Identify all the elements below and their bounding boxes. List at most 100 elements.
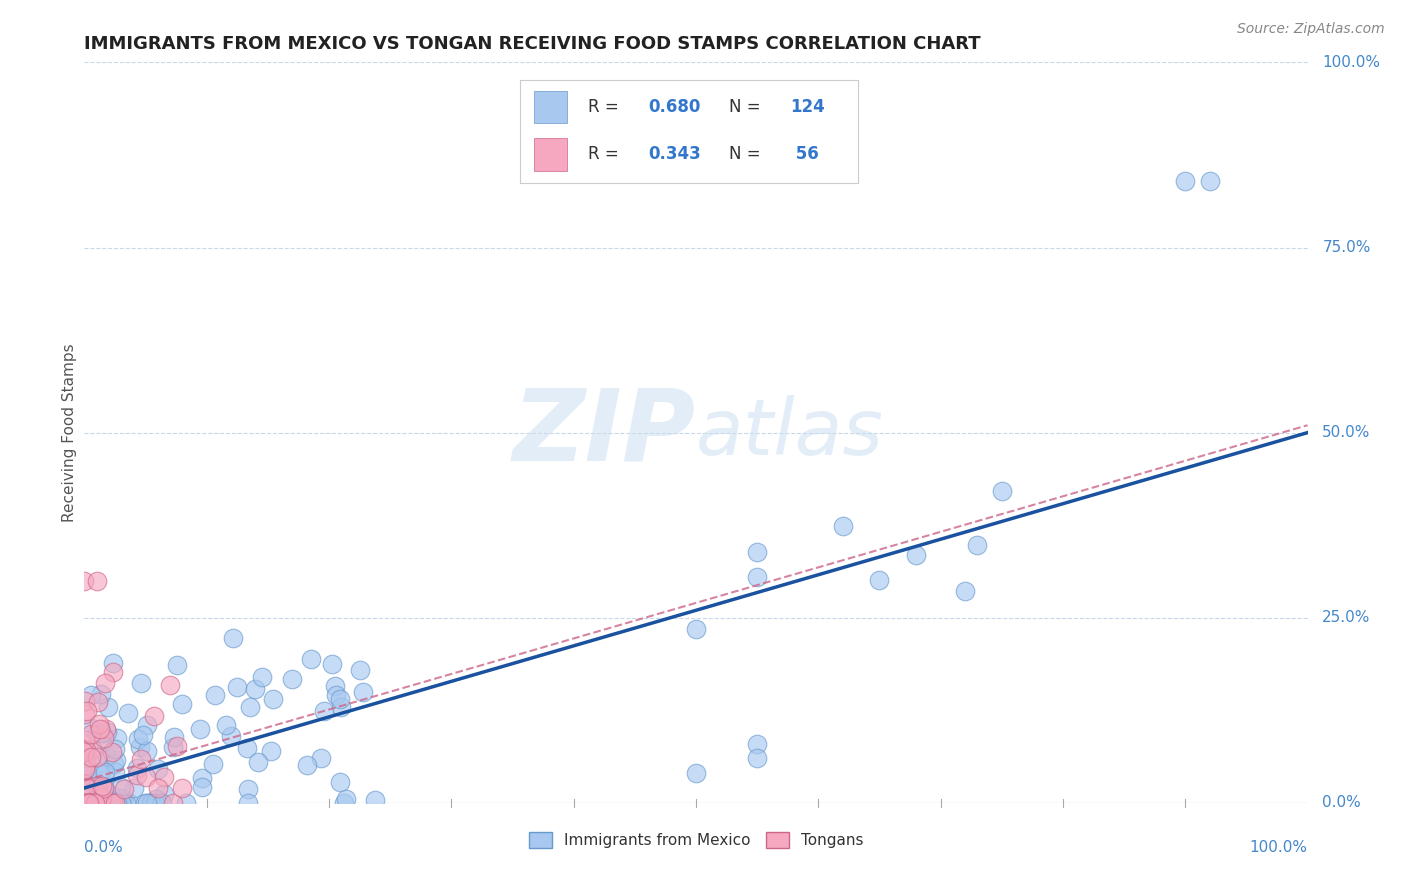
Point	[159, 678, 181, 692]
Point	[100, 796, 122, 810]
Text: 75.0%: 75.0%	[1322, 240, 1371, 255]
Point	[166, 739, 188, 753]
Point	[685, 622, 707, 636]
Point	[84, 781, 107, 796]
Point	[747, 737, 769, 751]
Point	[89, 756, 111, 771]
Point	[73, 796, 96, 810]
Point	[79, 796, 101, 810]
Point	[80, 742, 103, 756]
Point	[135, 770, 157, 784]
Point	[79, 796, 101, 810]
Point	[148, 763, 170, 777]
Point	[91, 789, 114, 804]
Point	[129, 739, 152, 754]
Point	[122, 780, 145, 795]
Text: 25.0%: 25.0%	[1322, 610, 1371, 625]
Point	[104, 796, 127, 810]
Point	[73, 574, 96, 588]
Point	[107, 796, 129, 810]
Point	[191, 771, 214, 785]
Point	[333, 796, 356, 810]
Point	[321, 657, 343, 671]
Text: 0.680: 0.680	[648, 98, 700, 116]
Point	[239, 699, 262, 714]
Point	[111, 794, 134, 808]
Point	[115, 796, 138, 810]
Point	[135, 743, 157, 757]
Point	[101, 656, 124, 670]
Point	[75, 751, 97, 765]
Point	[953, 584, 976, 599]
Text: ZIP: ZIP	[513, 384, 696, 481]
Text: R =: R =	[588, 98, 624, 116]
Point	[87, 695, 110, 709]
Point	[238, 781, 260, 796]
Point	[84, 796, 107, 810]
Point	[104, 765, 127, 780]
Point	[100, 796, 122, 810]
Point	[77, 796, 100, 810]
Point	[84, 792, 107, 806]
Point	[236, 740, 259, 755]
Text: 0.0%: 0.0%	[1322, 796, 1361, 810]
Point	[90, 687, 112, 701]
Point	[125, 761, 148, 775]
Point	[747, 544, 769, 558]
Point	[100, 745, 122, 759]
Point	[146, 780, 169, 795]
Point	[117, 706, 139, 720]
Point	[162, 740, 184, 755]
Point	[329, 692, 352, 706]
Text: N =: N =	[730, 98, 766, 116]
Point	[80, 796, 103, 810]
Point	[103, 796, 125, 810]
Point	[323, 679, 346, 693]
Point	[219, 729, 242, 743]
Point	[75, 732, 97, 747]
Point	[127, 767, 149, 781]
Point	[80, 750, 103, 764]
Point	[1198, 174, 1220, 188]
Point	[136, 796, 159, 810]
Point	[966, 538, 988, 552]
Point	[90, 796, 112, 810]
Point	[96, 724, 118, 739]
Point	[83, 796, 105, 810]
Point	[131, 728, 153, 742]
Point	[110, 780, 132, 795]
Point	[103, 756, 125, 771]
Point	[831, 518, 853, 533]
Point	[75, 763, 97, 777]
Point	[105, 731, 128, 745]
Point	[215, 718, 238, 732]
Point	[75, 743, 97, 757]
Point	[153, 770, 176, 784]
Point	[107, 796, 129, 810]
Text: 56: 56	[790, 145, 818, 163]
Point	[94, 796, 117, 810]
Point	[364, 792, 387, 806]
Text: N =: N =	[730, 145, 766, 163]
Point	[93, 780, 115, 794]
Y-axis label: Receiving Food Stamps: Receiving Food Stamps	[62, 343, 77, 522]
Point	[145, 792, 167, 806]
Point	[222, 631, 245, 645]
Point	[73, 745, 96, 759]
Point	[76, 705, 98, 719]
Point	[136, 717, 159, 731]
Point	[86, 726, 108, 740]
Point	[75, 796, 97, 810]
Point	[104, 796, 127, 810]
Point	[75, 706, 97, 721]
Point	[91, 736, 114, 750]
Text: R =: R =	[588, 145, 624, 163]
Point	[75, 758, 97, 772]
Point	[75, 796, 97, 810]
Point	[100, 796, 122, 810]
Point	[247, 756, 270, 770]
Point	[110, 790, 132, 805]
Text: 100.0%: 100.0%	[1322, 55, 1381, 70]
Point	[94, 765, 117, 780]
Point	[747, 751, 769, 765]
